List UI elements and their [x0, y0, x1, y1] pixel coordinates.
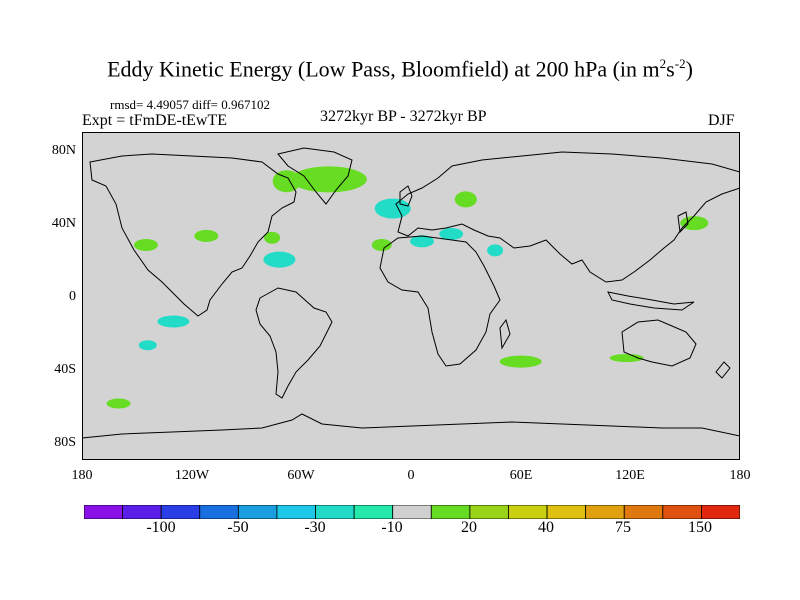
coast-great-britain	[399, 185, 413, 207]
anomaly-region	[410, 235, 434, 248]
colorbar-cell	[353, 505, 394, 519]
anomaly-region	[454, 191, 477, 208]
colorbar-label: 20	[461, 519, 477, 536]
colorbar-cell	[701, 505, 740, 519]
coast-australia	[621, 319, 697, 367]
lat-label: 40S	[54, 362, 76, 377]
coast-antarctica	[82, 413, 740, 439]
anomaly-region	[439, 228, 464, 240]
coast-greenland	[277, 147, 353, 205]
colorbar-label: -100	[146, 519, 176, 536]
world-map	[82, 132, 740, 460]
stats-label: rmsd= 4.49057 diff= 0.967102	[110, 97, 270, 112]
lon-label: 60E	[509, 468, 533, 483]
colorbar-label: -50	[227, 519, 249, 536]
anomaly-region	[106, 398, 131, 409]
period-label: 3272kyr BP - 3272kyr BP	[320, 108, 487, 125]
colorbar-cell	[84, 505, 123, 519]
lat-label: 40N	[51, 216, 76, 231]
lat-label: 80N	[51, 143, 76, 158]
colorbar-cell	[546, 505, 587, 519]
colorbar-cell	[199, 505, 239, 519]
colorbar-cell	[585, 505, 625, 519]
colorbar-cell	[276, 505, 316, 519]
season-label: DJF	[708, 112, 735, 129]
colorbar-cell	[662, 505, 702, 519]
colorbar-label: 75	[615, 519, 631, 536]
coast-north-america	[89, 153, 297, 317]
colorbar-label: 150	[688, 519, 712, 536]
anomaly-region	[371, 239, 392, 251]
coast-madagascar	[499, 318, 511, 350]
colorbar-label: -30	[304, 519, 326, 536]
coastlines	[82, 147, 740, 439]
anomaly-region	[487, 244, 504, 257]
coast-south-america	[255, 287, 333, 399]
anomaly-region	[272, 170, 301, 193]
map-frame	[82, 132, 740, 460]
coast-africa	[379, 235, 501, 367]
map-background	[82, 132, 740, 460]
colorbar-label: -10	[381, 519, 403, 536]
anomaly-region	[374, 198, 411, 219]
anomaly-region	[194, 229, 219, 242]
lon-label: 60W	[287, 468, 315, 483]
lon-label: 0	[407, 468, 415, 483]
anomaly-region	[134, 239, 158, 251]
lat-label: 0	[69, 289, 76, 304]
lon-label: 120W	[174, 468, 210, 483]
figure-title: Eddy Kinetic Energy (Low Pass, Bloomfiel…	[107, 56, 693, 82]
anomaly-region	[157, 315, 190, 328]
anomaly-regions	[106, 166, 709, 409]
colorbar-cell	[122, 505, 162, 519]
coast-new-zealand	[715, 361, 731, 379]
lon-label: 120E	[615, 468, 645, 483]
anomaly-region	[264, 231, 281, 244]
colorbar-cell	[623, 505, 664, 519]
coast-japan	[677, 211, 689, 234]
anomaly-region	[263, 251, 296, 268]
anomaly-region	[499, 355, 542, 368]
colorbar-cell	[430, 505, 471, 519]
colorbar-cell	[160, 505, 201, 519]
anomaly-region	[138, 340, 157, 351]
experiment-label: Expt = tFmDE-tEwTE	[82, 112, 228, 129]
coast-indonesia	[607, 291, 695, 311]
colorbar-label: 40	[538, 519, 554, 536]
anomaly-region	[609, 354, 644, 362]
colorbar-cell	[508, 505, 548, 519]
colorbar-cell	[392, 505, 432, 519]
colorbar-cell	[315, 505, 355, 519]
colorbar	[84, 505, 740, 519]
lon-label: 180	[71, 468, 93, 483]
coast-eurasia	[395, 151, 740, 283]
lon-label: 180	[729, 468, 751, 483]
colorbar-cell	[237, 505, 278, 519]
anomaly-region	[290, 166, 367, 193]
colorbar-cell	[469, 505, 509, 519]
lat-label: 80S	[54, 435, 76, 450]
